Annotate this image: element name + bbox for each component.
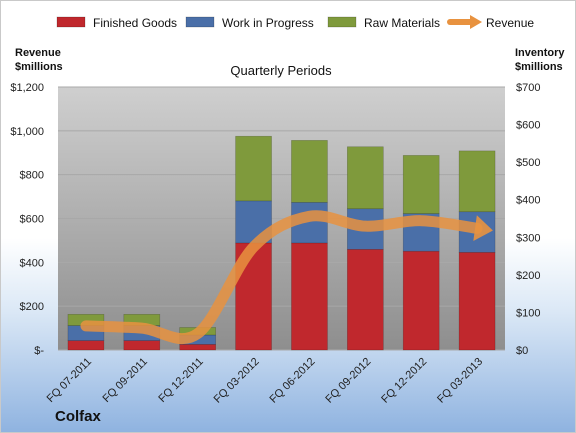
category-label: FQ 07-2011	[45, 356, 94, 405]
right-tick-label: $0	[516, 345, 528, 357]
category-label: FQ 12-2012	[379, 356, 429, 406]
chart-subtitle: Quarterly Periods	[230, 63, 332, 78]
left-axis-title-line1: Revenue	[15, 47, 61, 59]
bar-finished-goods	[67, 340, 105, 351]
bar-finished-goods	[123, 340, 161, 351]
category-label: FQ 09-2012	[323, 356, 373, 406]
right-tick-label: $200	[516, 270, 540, 282]
right-tick-label: $600	[516, 120, 540, 132]
right-axis-ticks: $0 $100 $200 $300 $400 $500 $600 $700	[516, 82, 540, 357]
bar-raw-materials	[291, 140, 328, 203]
bar-raw-materials	[402, 155, 440, 214]
left-tick-label: $200	[20, 301, 44, 313]
brand-label: Colfax	[55, 408, 102, 425]
bar-finished-goods	[291, 242, 328, 351]
right-tick-label: $300	[516, 232, 540, 244]
left-axis-title-line2: $millions	[15, 61, 63, 73]
right-tick-label: $500	[516, 157, 540, 169]
legend-arrow-swatch	[470, 15, 482, 29]
legend: Finished Goods Work in Progress Raw Materi…	[56, 15, 534, 30]
category-label: FQ 03-2012	[212, 356, 262, 406]
bar-finished-goods	[347, 249, 384, 351]
right-tick-label: $400	[516, 195, 540, 207]
bar-raw-materials	[347, 146, 384, 210]
bar-raw-materials	[235, 135, 272, 202]
legend-swatch	[327, 16, 357, 28]
revenue-line-path	[80, 210, 483, 344]
category-label: FQ 03-2013	[435, 356, 485, 406]
bar-raw-materials	[458, 150, 496, 213]
legend-label: Work in Progress	[222, 16, 314, 30]
right-axis-title-line1: Inventory	[515, 47, 565, 59]
left-tick-label: $800	[20, 170, 44, 182]
left-tick-label: $400	[20, 257, 44, 269]
left-axis-ticks: $- $200 $400 $600 $800 $1,000 $1,200	[10, 82, 44, 357]
legend-swatch	[185, 16, 215, 28]
bar-finished-goods	[179, 344, 216, 351]
bar-finished-goods	[458, 252, 496, 351]
category-label: FQ 09-2011	[101, 356, 150, 405]
category-label: FQ 12-2011	[156, 356, 205, 405]
legend-label: Raw Materials	[364, 16, 440, 30]
right-tick-label: $100	[516, 307, 540, 319]
left-tick-label: $1,200	[10, 82, 44, 94]
bar-finished-goods	[402, 250, 440, 351]
left-tick-label: $600	[20, 214, 44, 226]
legend-label: Revenue	[486, 16, 534, 30]
revenue-line	[80, 210, 493, 344]
x-axis-ticks: FQ 07-2011 FQ 09-2011 FQ 12-2011 FQ 03-2012…	[45, 356, 486, 406]
right-axis-title-line2: $millions	[515, 61, 563, 73]
right-tick-label: $700	[516, 82, 540, 94]
revenue-arrowhead	[473, 215, 493, 241]
category-label: FQ 06-2012	[268, 356, 318, 406]
left-tick-label: $1,000	[10, 126, 44, 138]
legend-label: Finished Goods	[93, 16, 177, 30]
left-tick-label: $-	[34, 345, 44, 357]
legend-swatch	[56, 16, 86, 28]
